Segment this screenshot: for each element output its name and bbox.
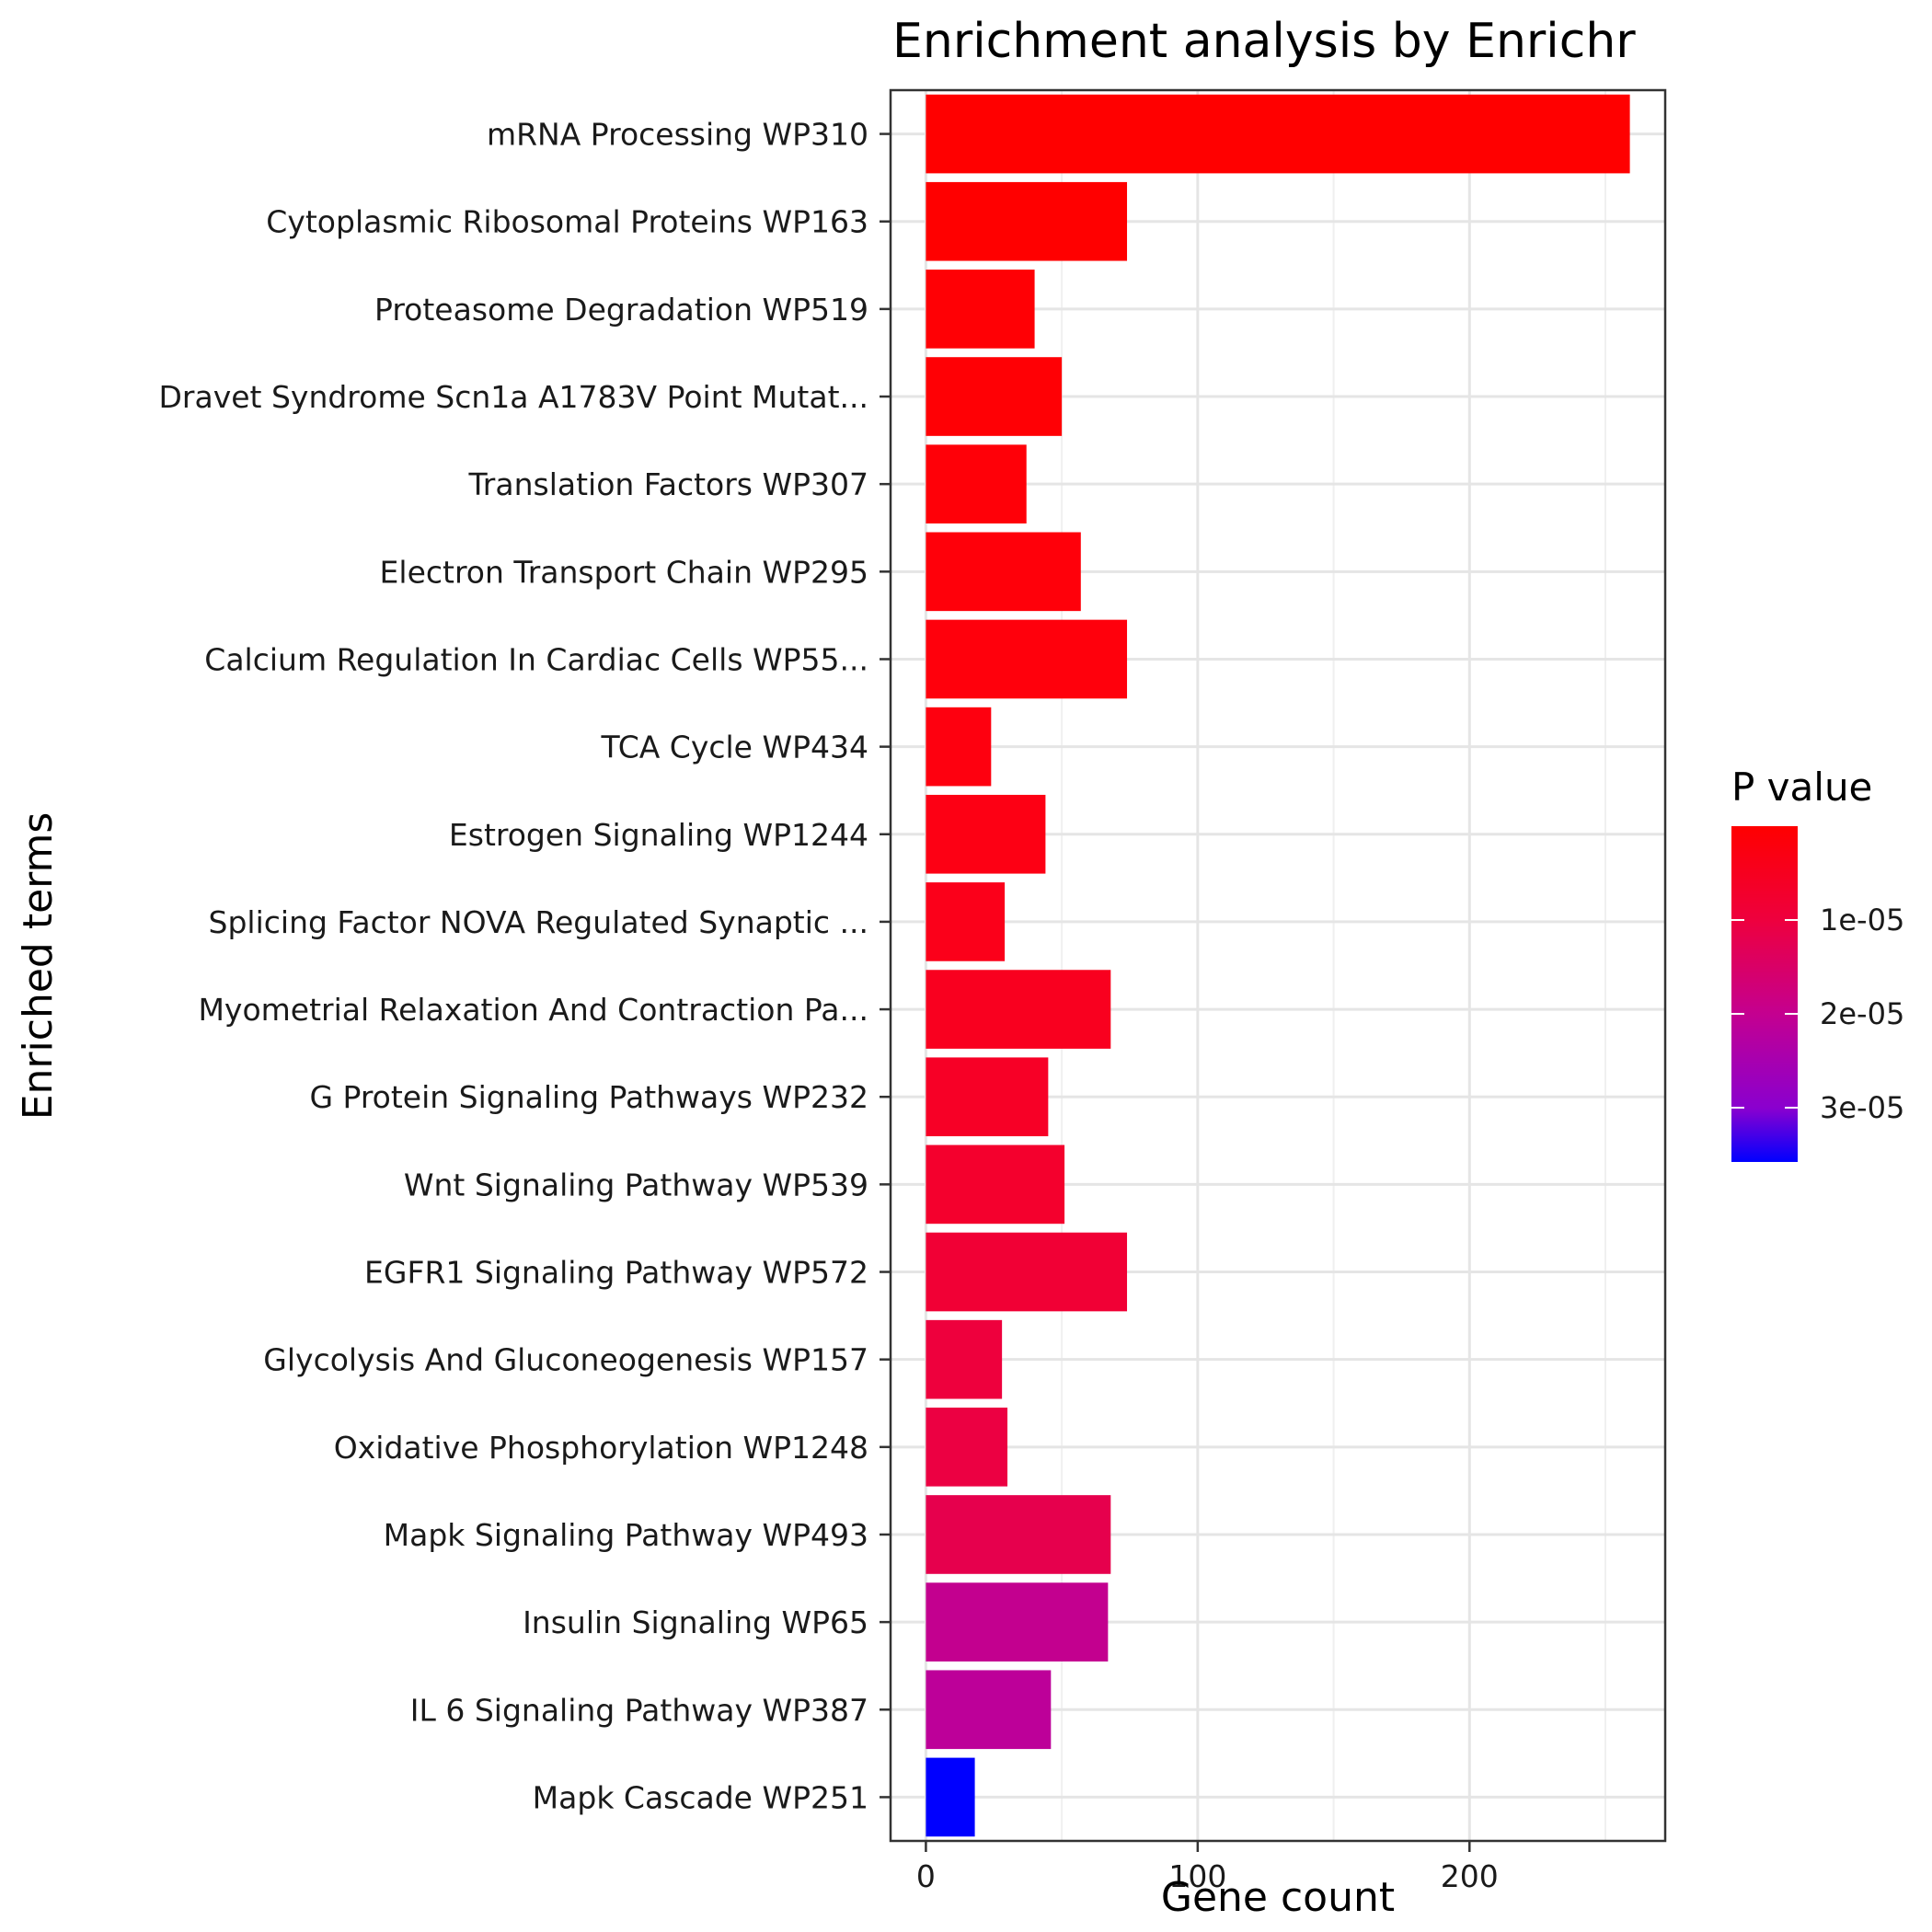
x-tick-label: 0 [916, 1858, 936, 1894]
y-tick-label: mRNA Processing WP310 [487, 117, 868, 153]
x-axis: 0 100 200 [916, 1841, 1499, 1894]
bar [926, 1670, 1052, 1750]
bar [926, 794, 1046, 874]
y-tick-label: Oxidative Phosphorylation WP1248 [334, 1430, 868, 1466]
y-tick-label: Wnt Signaling Pathway WP539 [404, 1167, 868, 1202]
legend-label: 3e-05 [1820, 1090, 1904, 1125]
bar [926, 970, 1111, 1049]
bar [926, 357, 1063, 436]
bar [926, 94, 1630, 174]
chart-title: Enrichment analysis by Enrichr [892, 14, 1636, 69]
bar [926, 1319, 1003, 1399]
y-tick-label: TCA Cycle WP434 [600, 730, 868, 765]
y-tick-label: Myometrial Relaxation And Contraction Pa… [198, 992, 868, 1028]
y-tick-label: Dravet Syndrome Scn1a A1783V Point Mutat… [159, 379, 869, 415]
bar [926, 707, 992, 787]
y-tick-label: Calcium Regulation In Cardiac Cells WP55… [204, 641, 868, 677]
y-tick-label: Mapk Signaling Pathway WP493 [384, 1517, 868, 1553]
y-axis-title: Enriched terms [15, 812, 62, 1121]
y-tick-label: EGFR1 Signaling Pathway WP572 [364, 1255, 868, 1291]
bar [926, 532, 1081, 612]
bar [926, 1408, 1008, 1487]
bar [926, 1232, 1128, 1312]
bar [926, 1582, 1109, 1662]
bar [926, 270, 1035, 349]
bar [926, 181, 1128, 261]
y-tick-label: Proteasome Degradation WP519 [374, 292, 868, 328]
y-tick-label: Glycolysis And Gluconeogenesis WP157 [263, 1342, 868, 1378]
bar [926, 444, 1027, 523]
y-tick-label: Estrogen Signaling WP1244 [449, 817, 868, 853]
bar [926, 1757, 975, 1837]
p-value-legend: P value 1e-05 2e-05 3e-05 [1731, 765, 1904, 1162]
legend-label: 2e-05 [1820, 996, 1904, 1031]
legend-title: P value [1731, 765, 1872, 810]
y-tick-label: IL 6 Signaling Pathway WP387 [410, 1692, 868, 1728]
panel-border [889, 88, 1667, 1843]
y-tick-label: Electron Transport Chain WP295 [380, 554, 868, 590]
x-tick-label: 200 [1441, 1858, 1499, 1894]
x-tick-label: 100 [1168, 1858, 1226, 1894]
x-axis-title: Gene count [1161, 1874, 1395, 1921]
bar [926, 619, 1128, 699]
y-tick-label: Translation Factors WP307 [467, 466, 868, 502]
bars [926, 94, 1630, 1837]
bar [926, 1495, 1111, 1574]
bar [926, 1057, 1049, 1137]
y-tick-label: Insulin Signaling WP65 [523, 1604, 868, 1640]
plot-panel [891, 90, 1665, 1841]
legend-label: 1e-05 [1820, 903, 1904, 937]
y-tick-label: Mapk Cascade WP251 [533, 1779, 868, 1815]
bar [926, 882, 1006, 961]
legend-ticks: 1e-05 2e-05 3e-05 [1731, 903, 1904, 1125]
y-axis: mRNA Processing WP310 Cytoplasmic Ribosom… [159, 117, 891, 1815]
y-tick-label: G Protein Signaling Pathways WP232 [309, 1079, 868, 1115]
bar [926, 1144, 1065, 1225]
y-tick-label: Cytoplasmic Ribosomal Proteins WP163 [266, 204, 868, 240]
y-tick-label: Splicing Factor NOVA Regulated Synaptic … [209, 904, 868, 940]
legend-colorbar [1731, 826, 1798, 1162]
